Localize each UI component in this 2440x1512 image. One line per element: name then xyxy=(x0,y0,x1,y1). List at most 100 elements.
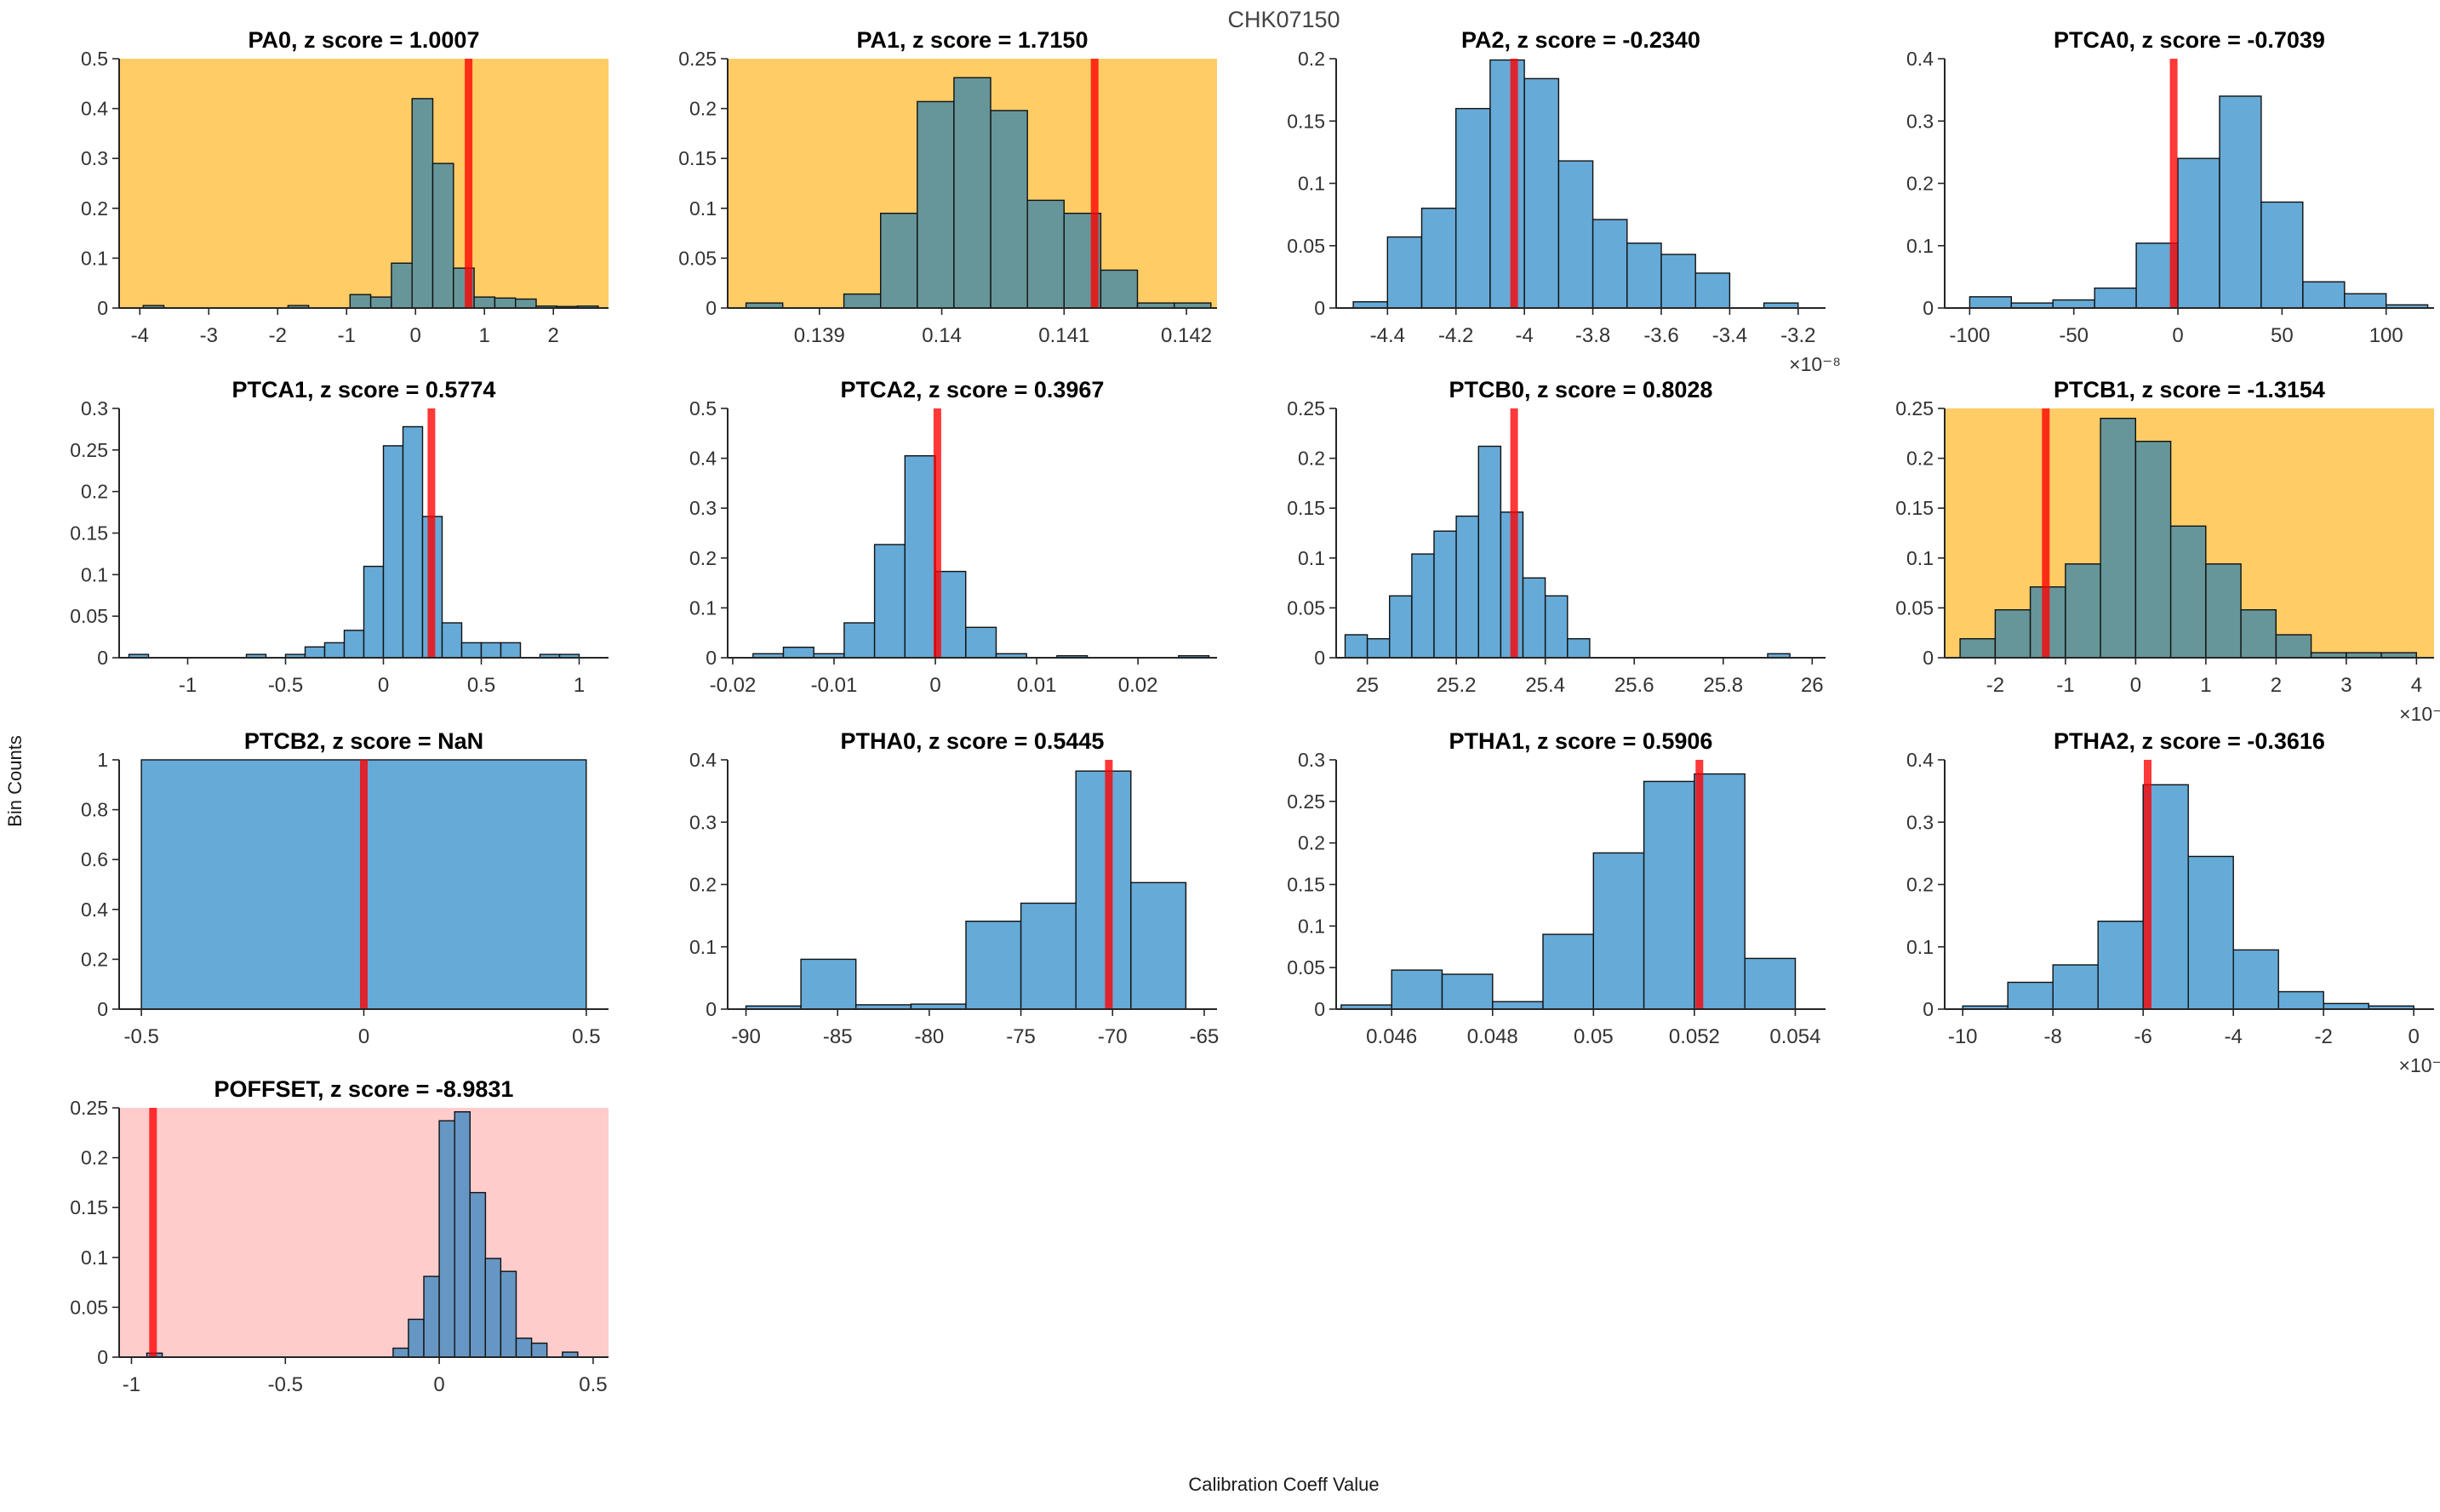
z-score-marker xyxy=(1090,59,1099,308)
axis-exponent-label: ×10⁻⁷ xyxy=(2399,1054,2440,1076)
histogram-bar xyxy=(1489,59,1525,309)
histogram-bar xyxy=(2052,964,2099,1010)
x-tick-label: -3.4 xyxy=(1712,324,1747,347)
y-tick-label: 0 xyxy=(97,647,108,669)
y-tick-label: 0.3 xyxy=(1906,811,1934,833)
histogram-plot-PA1: 0.139 0.14 0.141 0.142 0 0.05 0.1 0.15 0.2 0.25 PA… xyxy=(678,27,1217,347)
histogram-bars xyxy=(1352,59,1799,309)
x-tick-label: 2 xyxy=(2271,674,2282,697)
subplot-title: PA0, z score = 1.0007 xyxy=(249,27,480,53)
y-tick-label: 0.2 xyxy=(1906,448,1934,470)
histogram-bar xyxy=(2177,157,2220,309)
histogram-bar xyxy=(323,642,346,659)
y-tick-label: 0 xyxy=(1314,998,1325,1020)
histogram-bar xyxy=(1026,199,1066,309)
histogram-bar xyxy=(1591,219,1628,309)
histogram-bar xyxy=(408,1318,425,1358)
y-tick-label: 0.2 xyxy=(81,481,108,503)
subplot-title: PTCB0, z score = 0.8028 xyxy=(1449,377,1713,402)
histogram-bar xyxy=(349,294,372,309)
y-tick-label: 0.4 xyxy=(81,899,108,921)
z-score-marker xyxy=(2042,408,2050,658)
x-tick-label: 1 xyxy=(479,324,490,347)
x-tick-label: -4 xyxy=(131,324,149,347)
y-tick-label: 0.15 xyxy=(1287,497,1325,519)
y-tick-label: 0.2 xyxy=(1906,874,1934,896)
histogram-bars xyxy=(146,1111,579,1358)
x-tick-label: -3 xyxy=(200,324,218,347)
x-tick-label: 0.5 xyxy=(579,1373,607,1396)
x-tick-label: 0 xyxy=(929,674,940,697)
y-tick-label: 0 xyxy=(706,998,717,1020)
x-tick-label: 0 xyxy=(378,674,389,697)
histogram-bar xyxy=(304,646,326,659)
x-tick-label: 2 xyxy=(548,324,559,347)
histogram-bar xyxy=(1744,957,1797,1010)
y-tick-label: 0.1 xyxy=(81,1247,108,1269)
subplot-title: PTCA2, z score = 0.3967 xyxy=(841,377,1105,402)
subplot-title: PA1, z score = 1.7150 xyxy=(857,27,1089,53)
histogram-bar xyxy=(1420,208,1457,309)
x-tick-label: -85 xyxy=(823,1025,853,1048)
y-tick-label: 0.5 xyxy=(81,48,108,70)
x-tick-label: 50 xyxy=(2271,324,2294,347)
y-tick-label: 0.1 xyxy=(689,596,717,619)
histogram-bar xyxy=(1366,638,1391,659)
histogram-bar xyxy=(454,1111,471,1358)
x-tick-label: 0.139 xyxy=(794,324,845,347)
y-tick-label: 0.4 xyxy=(1906,749,1934,771)
x-tick-label: 3 xyxy=(2340,674,2351,697)
histogram-bar xyxy=(1694,272,1731,309)
histogram-bar xyxy=(1492,1001,1544,1010)
y-tick-label: 0 xyxy=(1314,647,1325,669)
histogram-bar xyxy=(1626,242,1662,309)
histogram-bars xyxy=(142,98,599,309)
histogram-bar xyxy=(990,110,1028,309)
plot-background xyxy=(119,1108,609,1357)
x-tick-label: 25 xyxy=(1356,674,1379,697)
histogram-bar xyxy=(2302,281,2346,309)
y-tick-label: 0.05 xyxy=(70,605,108,627)
y-tick-label: 0.25 xyxy=(70,439,108,461)
z-score-marker xyxy=(2169,59,2178,308)
histogram-bar xyxy=(1969,296,2013,309)
x-tick-label: 0 xyxy=(2408,1025,2419,1048)
y-tick-label: 0.2 xyxy=(689,98,717,120)
y-tick-label: 0.2 xyxy=(81,948,108,970)
x-tick-label: -70 xyxy=(1098,1025,1128,1048)
histogram-bar xyxy=(484,1258,502,1358)
subplot-PTCB0: 25 25.2 25.4 25.6 25.8 26 0 0.05 0.1 0.15 0.2 0.25 P… xyxy=(1264,370,1851,739)
histogram-bar xyxy=(2169,525,2207,659)
axis-exponent-label: ×10⁻⁸ xyxy=(1789,353,1841,375)
x-tick-label: 0 xyxy=(2172,324,2183,347)
x-tick-label: -3.2 xyxy=(1780,324,1815,347)
x-tick-label: 0.02 xyxy=(1118,674,1158,697)
histogram-bar xyxy=(402,425,424,659)
histogram-bar xyxy=(1388,595,1413,659)
y-tick-label: 0.1 xyxy=(1298,547,1325,569)
histogram-bar xyxy=(363,565,385,659)
y-tick-label: 0.3 xyxy=(1298,749,1325,771)
x-tick-label: -0.5 xyxy=(268,674,303,697)
histogram-bar xyxy=(431,163,454,309)
y-tick-label: 0.3 xyxy=(81,397,108,419)
histogram-bar xyxy=(1386,236,1423,309)
histogram-bar xyxy=(1660,254,1696,309)
histogram-plot-PTCA1: -1 -0.5 0 0.5 1 0 0.05 0.1 0.15 0.2 0.25 0.3 PTCA1, … xyxy=(70,377,609,697)
y-tick-label: 0.1 xyxy=(81,247,108,269)
subplot-PTHA0: -90 -85 -80 -75 -70 -65 0 0.1 0.2 0.3 0.4 PTHA0, z … xyxy=(655,722,1243,1090)
histogram-bar xyxy=(843,293,882,309)
x-tick-label: -0.01 xyxy=(811,674,858,697)
z-score-marker xyxy=(1510,408,1518,658)
x-tick-label: 0.054 xyxy=(1769,1025,1820,1048)
x-tick-label: -4.4 xyxy=(1370,324,1405,347)
histogram-plot-PTCB2: -0.5 0 0.5 0 0.2 0.4 0.6 0.8 1 PTCB2, z score = N… xyxy=(81,728,609,1048)
z-score-marker xyxy=(427,408,436,658)
y-tick-label: 0.2 xyxy=(689,547,717,569)
histogram-plot-PA0: -4 -3 -2 -1 0 1 2 0 0.1 0.2 0.3 0.4 0.5 PA0, z score … xyxy=(81,27,609,347)
x-tick-label: -75 xyxy=(1006,1025,1036,1048)
histogram-bar xyxy=(1477,445,1502,659)
histogram-bar xyxy=(2344,293,2387,309)
x-tick-label: 0.5 xyxy=(572,1025,600,1048)
z-score-marker xyxy=(360,760,368,1009)
